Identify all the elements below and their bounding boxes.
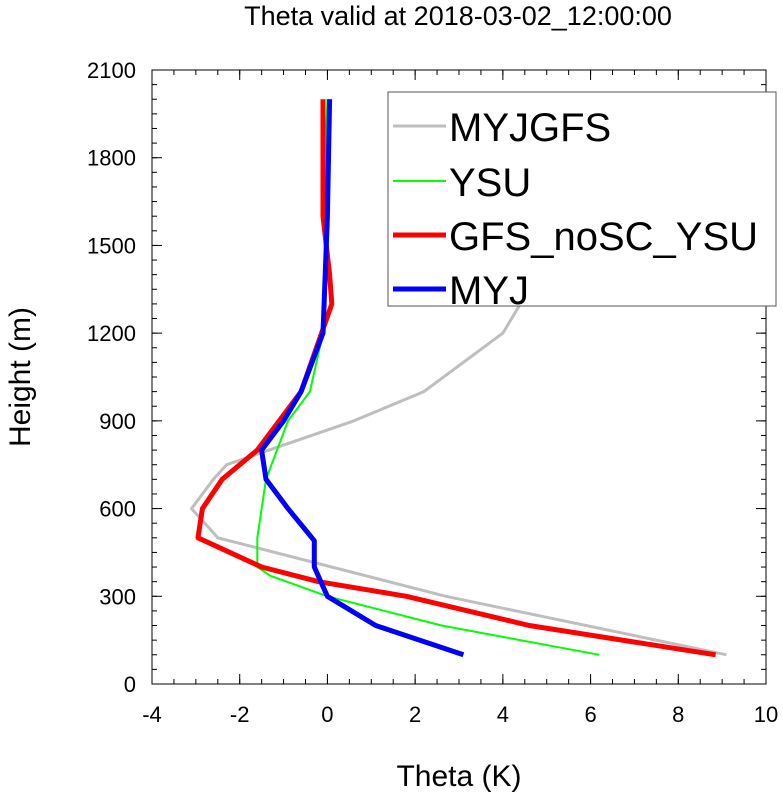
x-tick-label: 10 bbox=[754, 702, 778, 727]
y-tick-label: 600 bbox=[99, 497, 136, 522]
legend-box bbox=[387, 91, 777, 307]
y-tick-label: 1500 bbox=[87, 233, 136, 258]
series-line-gfs-nosc-ysu bbox=[195, 99, 716, 658]
y-tick-label: 2100 bbox=[87, 58, 136, 83]
x-tick-label: -4 bbox=[142, 702, 162, 727]
legend-label: YSU bbox=[449, 161, 531, 205]
y-tick-label: 1200 bbox=[87, 321, 136, 346]
y-axis-label: Height (m) bbox=[4, 307, 37, 447]
chart-title: Theta valid at 2018-03-02_12:00:00 bbox=[244, 1, 672, 31]
x-tick-label: 6 bbox=[584, 702, 596, 727]
x-tick-label: 8 bbox=[672, 702, 684, 727]
x-tick-label: 4 bbox=[497, 702, 509, 727]
y-tick-label: 300 bbox=[99, 584, 136, 609]
x-axis-label: Theta (K) bbox=[396, 760, 521, 793]
y-tick-label: 1800 bbox=[87, 146, 136, 171]
y-tick-label: 900 bbox=[99, 409, 136, 434]
x-tick-label: -2 bbox=[230, 702, 250, 727]
legend-label: MYJGFS bbox=[449, 106, 611, 150]
y-tick-label: 0 bbox=[124, 672, 136, 697]
legend-label: GFS_noSC_YSU bbox=[449, 215, 758, 259]
legend: MYJGFS YSU GFS_noSC_YSU MYJ bbox=[387, 91, 777, 313]
axis-ticks: -4 -2 0 2 4 6 8 10 0 300 600 900 1200 1500 1800 2100 bbox=[87, 58, 778, 727]
legend-label: MYJ bbox=[449, 269, 529, 313]
x-tick-label: 0 bbox=[321, 702, 333, 727]
x-tick-label: 2 bbox=[409, 702, 421, 727]
series-line-myj bbox=[259, 99, 465, 658]
